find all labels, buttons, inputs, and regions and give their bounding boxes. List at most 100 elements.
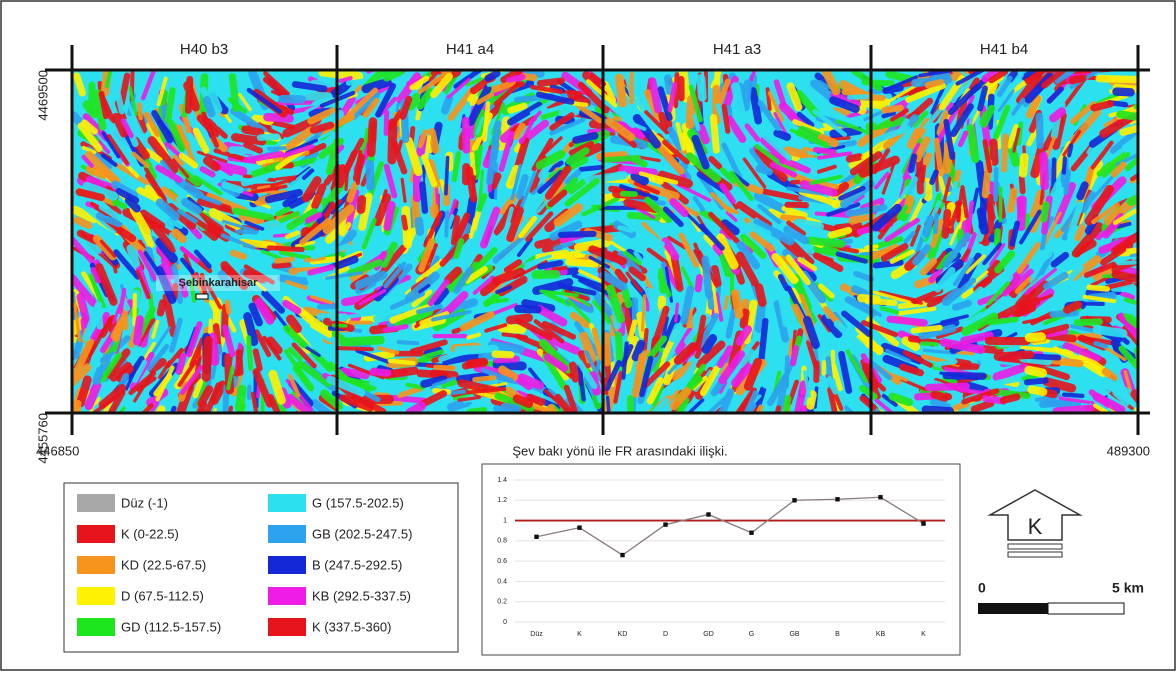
raster-stroke <box>1004 137 1006 170</box>
coordinate: 489300 <box>1107 443 1150 458</box>
raster-stroke <box>232 77 235 109</box>
raster-stroke <box>816 150 834 152</box>
raster-stroke <box>1116 92 1130 93</box>
raster-stroke <box>981 211 984 230</box>
raster-stroke <box>536 274 556 275</box>
raster-stroke <box>724 106 728 131</box>
raster-stroke <box>623 169 654 173</box>
raster-stroke <box>540 81 561 83</box>
raster-stroke <box>373 372 388 373</box>
raster-stroke <box>137 319 140 341</box>
legend-swatch <box>268 618 306 636</box>
raster-stroke <box>927 182 928 196</box>
raster-stroke <box>371 122 373 153</box>
raster-stroke <box>717 72 718 87</box>
raster-stroke <box>437 188 438 203</box>
legend-swatch <box>268 587 306 605</box>
raster-stroke <box>935 76 946 78</box>
raster-stroke <box>314 82 343 84</box>
raster-stroke <box>1011 191 1014 209</box>
raster-stroke <box>245 130 260 133</box>
raster-stroke <box>958 210 959 221</box>
raster-stroke <box>487 300 507 303</box>
raster-stroke <box>436 367 454 368</box>
raster-stroke <box>493 176 497 186</box>
raster-stroke <box>701 78 702 97</box>
raster-stroke <box>291 319 298 329</box>
raster-stroke <box>77 220 88 225</box>
raster-stroke <box>225 185 240 190</box>
north-label: K <box>1028 514 1043 539</box>
raster-stroke <box>645 330 647 350</box>
raster-stroke <box>495 354 511 355</box>
raster-stroke <box>793 348 796 363</box>
raster-stroke <box>690 99 692 124</box>
raster-stroke <box>1072 78 1082 80</box>
sheet-label: H41 a4 <box>446 41 494 58</box>
raster-stroke <box>884 108 900 110</box>
data-point <box>835 497 839 501</box>
x-tick-label: GD <box>703 631 714 638</box>
raster-stroke <box>833 352 834 377</box>
raster-stroke <box>269 248 302 250</box>
raster-stroke <box>282 278 306 281</box>
raster-stroke <box>945 213 947 235</box>
raster-stroke <box>777 133 787 137</box>
raster-stroke <box>1003 397 1016 400</box>
raster-stroke <box>1077 322 1099 323</box>
raster-stroke <box>1099 79 1135 80</box>
raster-stroke <box>161 303 163 313</box>
raster-stroke <box>553 268 565 270</box>
legend-label: D (67.5-112.5) <box>121 588 204 603</box>
raster-stroke <box>673 327 678 338</box>
raster-stroke <box>946 376 983 377</box>
raster-stroke <box>1080 185 1085 196</box>
raster-stroke <box>913 328 940 331</box>
raster-stroke <box>420 373 444 375</box>
raster-stroke <box>387 71 400 77</box>
raster-stroke <box>831 230 848 235</box>
raster-stroke <box>168 90 173 120</box>
raster-stroke <box>1031 390 1043 392</box>
raster-stroke <box>399 342 418 343</box>
raster-stroke <box>510 106 524 110</box>
scale-bar <box>978 603 1048 614</box>
x-tick-label: D <box>663 631 668 638</box>
raster-stroke <box>518 309 537 310</box>
raster-stroke <box>753 91 758 121</box>
raster-stroke <box>432 132 436 150</box>
raster-stroke <box>227 302 229 312</box>
raster-stroke <box>175 232 182 239</box>
data-point <box>706 512 710 516</box>
x-tick-label: B <box>835 631 840 638</box>
legend-swatch <box>77 556 115 574</box>
raster-stroke <box>392 123 393 160</box>
raster-stroke <box>517 399 529 404</box>
raster-stroke <box>932 172 936 182</box>
legend-label: GD (112.5-157.5) <box>121 619 221 634</box>
raster-stroke <box>339 348 372 349</box>
raster-stroke <box>762 321 766 358</box>
raster-stroke <box>798 223 820 227</box>
data-point <box>878 495 882 499</box>
raster-stroke <box>470 362 484 364</box>
raster-stroke <box>635 176 645 181</box>
y-tick-label: 1.2 <box>497 497 507 504</box>
raster-stroke <box>990 197 991 231</box>
raster-stroke <box>759 168 769 171</box>
raster-stroke <box>207 100 212 113</box>
scale-bar <box>1048 603 1124 614</box>
raster-stroke <box>1069 145 1071 155</box>
raster-stroke <box>358 152 360 183</box>
raster-stroke <box>990 319 1016 322</box>
raster-stroke <box>131 248 135 263</box>
raster-stroke <box>1029 337 1041 338</box>
raster-stroke <box>876 263 901 266</box>
x-tick-label: KD <box>618 631 628 638</box>
raster-stroke <box>884 113 894 116</box>
raster-stroke <box>1078 228 1082 238</box>
raster-stroke <box>926 219 930 235</box>
raster-stroke <box>208 161 216 167</box>
raster-stroke <box>349 81 363 83</box>
raster-stroke <box>260 137 277 138</box>
